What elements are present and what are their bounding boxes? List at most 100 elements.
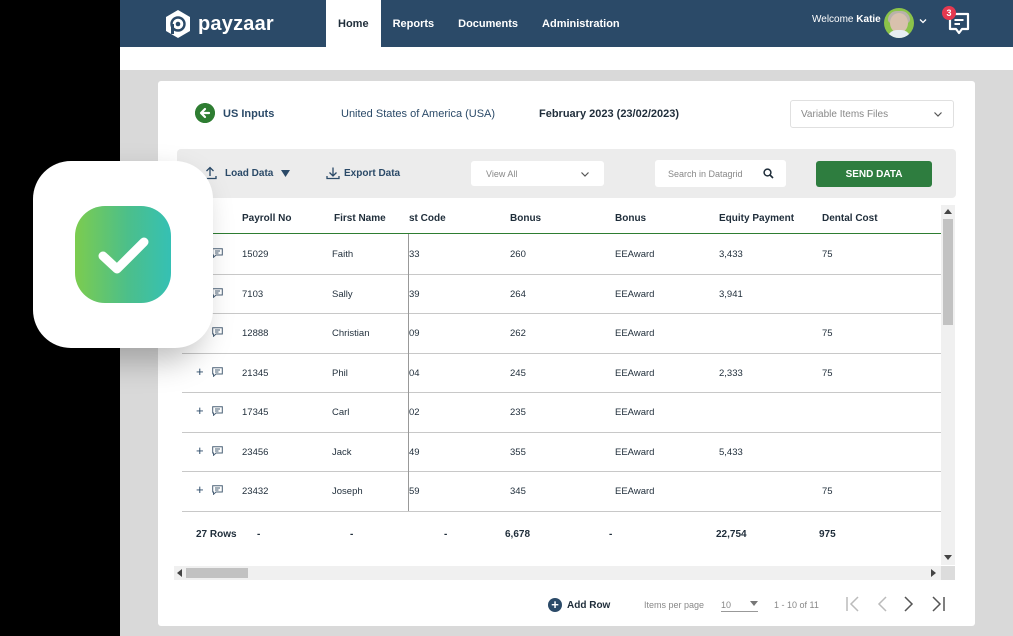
cell-bonus[interactable]: 264	[510, 288, 526, 300]
cell-first-name[interactable]: Phil	[332, 367, 348, 379]
tab-documents[interactable]: Documents	[458, 17, 519, 30]
cell-first-name[interactable]: Jack	[332, 446, 352, 458]
expand-row-plus-icon[interactable]: +	[196, 403, 204, 418]
cell-bonus-type[interactable]: EEAward	[615, 486, 655, 497]
column-header-payroll-no[interactable]: Payroll No	[242, 213, 292, 224]
cell-equity-payment[interactable]: 5,433	[719, 446, 743, 458]
tab-home[interactable]: Home	[326, 0, 381, 47]
cell-cost-code[interactable]: 39	[409, 288, 420, 300]
table-row[interactable]: + 21345 Phil 04 245 EEAward 2,333 75	[182, 354, 944, 393]
comment-icon[interactable]	[212, 406, 223, 416]
horizontal-scroll-thumb[interactable]	[186, 568, 248, 578]
cell-first-name[interactable]: Carl	[332, 407, 350, 418]
comment-icon[interactable]	[212, 287, 223, 298]
last-page-icon[interactable]	[930, 594, 946, 614]
first-page-icon[interactable]	[845, 594, 861, 614]
column-header-bonus-type[interactable]: Bonus	[615, 213, 647, 224]
cell-equity-payment[interactable]: 2,333	[719, 367, 743, 379]
comment-icon[interactable]	[212, 445, 223, 456]
next-page-icon[interactable]	[900, 594, 916, 614]
cell-bonus-type[interactable]: EEAward	[615, 249, 655, 260]
column-header-dental-cost[interactable]: Dental Cost	[822, 213, 878, 224]
cell-payroll-no[interactable]: 12888	[242, 328, 269, 339]
expand-row-plus-icon[interactable]: +	[196, 482, 204, 497]
vertical-scrollbar[interactable]	[941, 205, 955, 565]
expand-row-plus-icon[interactable]: +	[196, 442, 204, 458]
cell-dental-cost[interactable]: 75	[822, 486, 833, 497]
load-data-button[interactable]: Load Data	[203, 166, 291, 180]
cell-bonus-type[interactable]: EEAward	[615, 446, 655, 458]
cell-payroll-no[interactable]: 23456	[242, 446, 269, 458]
cell-cost-code[interactable]: 04	[409, 367, 420, 379]
scroll-up-arrow-icon[interactable]	[944, 209, 952, 214]
cell-bonus[interactable]: 260	[510, 249, 526, 260]
cell-payroll-no[interactable]: 7103	[242, 288, 264, 300]
cell-cost-code[interactable]: 33	[409, 249, 420, 260]
table-row[interactable]: 7103 Sally 39 264 EEAward 3,941	[182, 275, 944, 314]
table-row[interactable]: + 12888 Christian 09 262 EEAward 75	[182, 314, 944, 354]
brand-logo[interactable]: payzaar	[164, 9, 274, 39]
tab-reports[interactable]: Reports	[392, 17, 435, 30]
cell-payroll-no[interactable]: 23432	[242, 486, 269, 497]
comment-icon[interactable]	[212, 248, 223, 258]
cell-equity-payment[interactable]: 3,433	[719, 249, 743, 260]
send-data-button[interactable]: SEND DATA	[816, 161, 932, 187]
cell-bonus[interactable]: 235	[510, 407, 526, 418]
expand-row-plus-icon[interactable]: +	[196, 363, 204, 379]
cell-bonus[interactable]: 262	[510, 328, 526, 339]
items-per-page-select[interactable]: 10	[721, 597, 758, 612]
cell-bonus[interactable]: 345	[510, 486, 526, 497]
column-header-bonus-amount[interactable]: Bonus	[510, 213, 542, 224]
scroll-left-arrow-icon[interactable]	[177, 569, 182, 577]
previous-page-icon[interactable]	[875, 594, 891, 614]
cell-cost-code[interactable]: 59	[409, 486, 420, 497]
vertical-scroll-thumb[interactable]	[943, 219, 953, 325]
user-menu-chevron-down-icon[interactable]	[918, 16, 928, 26]
column-header-equity-payment[interactable]: Equity Payment	[719, 213, 795, 224]
sub-header-strip	[120, 47, 1013, 70]
table-row[interactable]: + 17345 Carl 02 235 EEAward	[182, 393, 944, 433]
cell-bonus-type[interactable]: EEAward	[615, 367, 655, 379]
cell-first-name[interactable]: Joseph	[332, 486, 363, 497]
cell-dental-cost[interactable]: 75	[822, 249, 833, 260]
cell-dental-cost[interactable]: 75	[822, 328, 833, 339]
cell-cost-code[interactable]: 02	[409, 407, 420, 418]
export-data-button[interactable]: Export Data	[326, 166, 400, 180]
search-icon[interactable]	[763, 168, 774, 179]
cell-first-name[interactable]: Faith	[332, 249, 354, 260]
comment-icon[interactable]	[212, 366, 223, 377]
cell-cost-code[interactable]: 49	[409, 446, 420, 458]
table-row[interactable]: + 23456 Jack 49 355 EEAward 5,433	[182, 433, 944, 472]
cell-first-name[interactable]: Christian	[332, 328, 370, 339]
scroll-right-arrow-icon[interactable]	[931, 569, 936, 577]
cell-bonus-type[interactable]: EEAward	[615, 288, 655, 300]
table-row[interactable]: 15029 Faith 33 260 EEAward 3,433 75	[182, 235, 944, 275]
cell-bonus[interactable]: 355	[510, 446, 526, 458]
horizontal-scrollbar[interactable]	[174, 566, 941, 580]
pagination-range: 1 - 10 of 11	[774, 600, 819, 610]
add-row-button[interactable]: + Add Row	[548, 598, 610, 612]
cell-equity-payment[interactable]: 3,941	[719, 288, 743, 300]
notifications-chat-icon[interactable]	[946, 9, 972, 37]
user-avatar[interactable]	[884, 8, 914, 38]
cell-payroll-no[interactable]: 21345	[242, 367, 269, 379]
back-arrow-icon[interactable]	[195, 103, 215, 123]
cell-bonus[interactable]: 245	[510, 367, 526, 379]
datagrid-search-input[interactable]: Search in Datagrid	[655, 160, 786, 187]
scroll-down-arrow-icon[interactable]	[944, 555, 952, 560]
cell-bonus-type[interactable]: EEAward	[615, 407, 655, 418]
comment-icon[interactable]	[212, 327, 223, 337]
cell-dental-cost[interactable]: 75	[822, 367, 833, 379]
view-filter-select[interactable]: View All	[471, 161, 604, 186]
table-row[interactable]: + 23432 Joseph 59 345 EEAward 75	[182, 472, 944, 512]
cell-cost-code[interactable]: 09	[409, 328, 420, 339]
column-header-first-name[interactable]: First Name	[334, 213, 386, 224]
variable-items-files-select[interactable]: Variable Items Files	[790, 100, 954, 128]
cell-first-name[interactable]: Sally	[332, 288, 353, 300]
column-header-cost-code[interactable]: st Code	[409, 213, 446, 224]
cell-payroll-no[interactable]: 15029	[242, 249, 269, 260]
tab-administration[interactable]: Administration	[542, 17, 620, 30]
comment-icon[interactable]	[212, 485, 223, 495]
cell-bonus-type[interactable]: EEAward	[615, 328, 655, 339]
cell-payroll-no[interactable]: 17345	[242, 407, 269, 418]
